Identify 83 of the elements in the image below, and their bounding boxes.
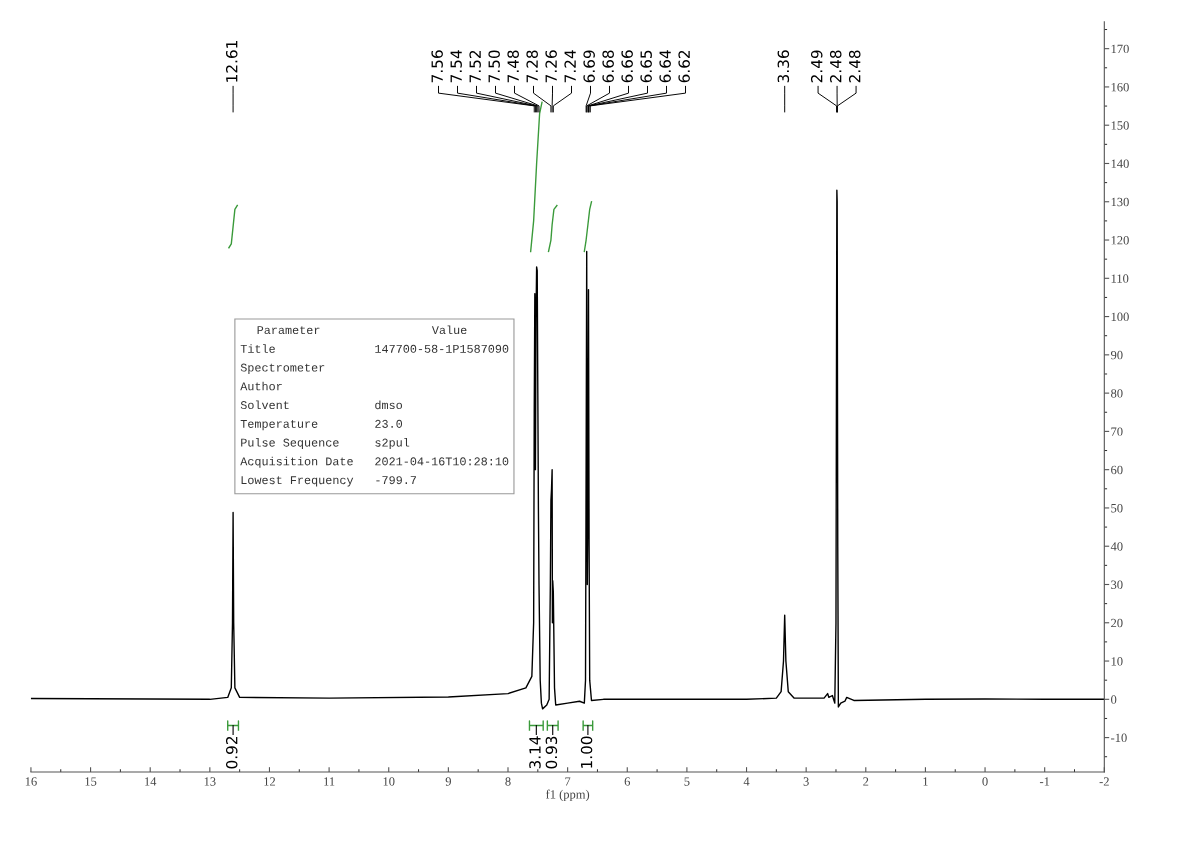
- x-tick-label: 12: [264, 777, 276, 786]
- annotation: 12.61: [225, 41, 238, 82]
- x-tick-label: 4: [743, 777, 750, 786]
- y-tick-label: -10: [1111, 733, 1127, 743]
- annotation: Parameter: [257, 326, 320, 335]
- x-tick-label: 15: [85, 777, 97, 786]
- annotation: dmso: [375, 400, 402, 410]
- annotation: 0.92: [225, 736, 238, 769]
- y-tick-label: 0: [1111, 695, 1117, 704]
- annotation: 7.48: [507, 50, 519, 83]
- annotation: 1.00: [580, 736, 593, 768]
- annotation: Spectrometer: [240, 363, 325, 374]
- y-tick-label: 150: [1111, 121, 1129, 130]
- y-tick-label: 120: [1111, 236, 1129, 245]
- annotation: 7.52: [469, 50, 481, 83]
- x-axis-title: f1 (ppm): [545, 789, 590, 802]
- annotation: 6.65: [640, 50, 652, 83]
- line-series: [529, 101, 543, 253]
- x-tick-label: 8: [505, 777, 511, 786]
- x-tick-label: 6: [624, 777, 631, 786]
- y-tick-label: 140: [1111, 159, 1129, 168]
- annotation: 7.50: [488, 50, 500, 83]
- annotation: 7.26: [545, 50, 557, 83]
- y-tick-label: 90: [1110, 350, 1123, 360]
- y-tick-label: 30: [1111, 580, 1123, 589]
- annotation: 7.28: [526, 50, 538, 83]
- x-tick-label: 10: [383, 777, 395, 786]
- y-tick-label: 100: [1111, 312, 1129, 322]
- annotation: Value: [431, 325, 467, 335]
- annotation: 6.69: [583, 50, 595, 83]
- annotation: 6.68: [602, 50, 614, 83]
- annotation: Solvent: [240, 400, 289, 410]
- annotation: 147700-58-1P1587090: [375, 344, 509, 353]
- annotation: -799.7: [376, 476, 417, 485]
- annotation: 2021-04-16T10:28:10: [375, 457, 509, 466]
- y-tick-label: 50: [1111, 503, 1123, 513]
- annotation: 0.93: [545, 736, 558, 769]
- annotation: Author: [240, 381, 282, 391]
- annotation: Lowest Frequency: [241, 476, 354, 487]
- x-tick-label: 13: [204, 777, 216, 786]
- x-tick-label: 3: [803, 777, 809, 786]
- x-tick-label: 14: [145, 777, 157, 786]
- y-tick-label: 80: [1111, 389, 1123, 398]
- annotation: 2.49: [810, 50, 823, 83]
- x-tick-label: 16: [25, 777, 37, 786]
- y-tick-label: 40: [1110, 542, 1123, 551]
- line-series: [228, 204, 238, 249]
- annotation: 3.14: [529, 736, 541, 769]
- annotation: Acquisition Date: [240, 456, 353, 468]
- y-tick-label: 10: [1111, 657, 1123, 666]
- x-tick-label: -1: [1039, 777, 1050, 786]
- annotation: 7.24: [564, 50, 576, 83]
- annotation: Title: [240, 344, 275, 353]
- annotation: 3.36: [777, 50, 790, 83]
- y-tick-label: 170: [1111, 44, 1129, 54]
- annotation: Pulse Sequence: [241, 437, 339, 449]
- y-tick-label: 110: [1111, 274, 1129, 283]
- x-tick-label: 5: [684, 777, 690, 786]
- line-series: [30, 189, 1105, 710]
- y-tick-label: 130: [1111, 197, 1129, 207]
- y-tick-label: 60: [1111, 465, 1123, 475]
- annotation: 6.64: [659, 50, 671, 83]
- x-tick-label: 2: [863, 777, 869, 786]
- line-series: [583, 201, 593, 253]
- annotation: 6.66: [621, 50, 633, 83]
- x-tick-label: 1: [923, 777, 928, 786]
- annotation: 7.56: [431, 50, 443, 83]
- y-tick-label: 160: [1111, 82, 1129, 92]
- y-tick-label: 20: [1111, 618, 1123, 628]
- annotation: Temperature: [240, 419, 318, 431]
- annotation: s2pul: [375, 437, 410, 449]
- annotation: 2.48: [829, 50, 842, 83]
- x-tick-label: 11: [324, 777, 335, 786]
- x-tick-label: 7: [565, 777, 571, 786]
- x-tick-label: -2: [1099, 777, 1109, 786]
- y-tick-label: 70: [1111, 427, 1123, 436]
- x-tick-label: 0: [982, 777, 988, 786]
- line-series: [547, 204, 558, 253]
- annotation: 23.0: [375, 419, 403, 428]
- annotation: 6.62: [678, 50, 690, 83]
- annotation: 7.54: [450, 50, 462, 83]
- x-tick-label: 9: [445, 777, 451, 786]
- annotation: 2.48: [848, 50, 861, 83]
